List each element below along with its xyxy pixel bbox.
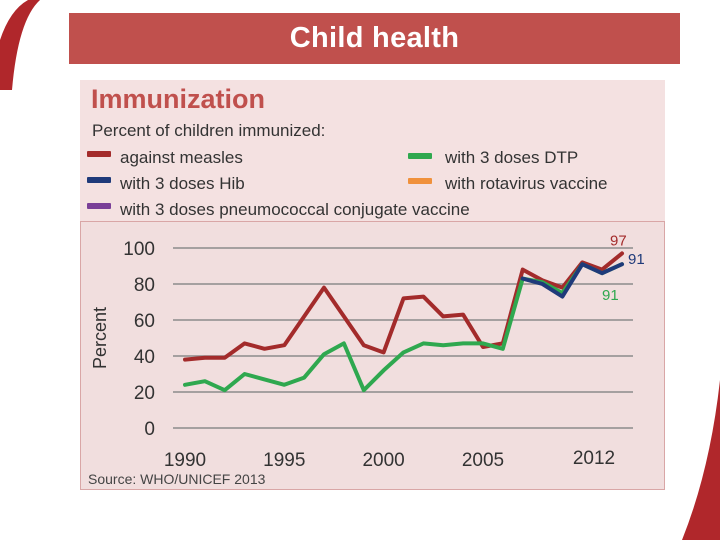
y-tick-label-20: 20 xyxy=(134,383,155,404)
legend-swatch-pcv xyxy=(87,203,111,209)
legend-label-rota: with rotavirus vaccine xyxy=(445,174,608,193)
end-label-dtp3: 91 xyxy=(602,287,619,304)
y-tick-label-60: 60 xyxy=(134,311,155,332)
x-tick-label-2000: 2000 xyxy=(362,450,404,471)
corner-decoration-top-left xyxy=(0,0,40,90)
legend-label-hib: with 3 doses Hib xyxy=(120,174,245,193)
series-line-dtp3 xyxy=(183,262,624,393)
source-note: Source: WHO/UNICEF 2013 xyxy=(88,471,266,487)
x-tick-label-2005: 2005 xyxy=(462,450,504,471)
legend-swatch-hib xyxy=(87,177,111,183)
y-tick-label-80: 80 xyxy=(134,275,155,296)
corner-decoration-bottom-right xyxy=(682,380,720,540)
legend-label-dtp: with 3 doses DTP xyxy=(445,148,579,167)
legend-swatch-measles xyxy=(87,151,111,157)
x-tick-label-1995: 1995 xyxy=(263,450,305,471)
slide-title: Child health xyxy=(289,22,460,54)
chart-title: Immunization xyxy=(91,84,265,114)
legend-swatch-dtp xyxy=(408,153,432,159)
title-banner: Child health xyxy=(69,13,680,64)
legend-swatch-rota xyxy=(408,178,432,184)
y-axis-title: Percent xyxy=(90,307,110,369)
chart-subtitle: Percent of children immunized: xyxy=(92,121,326,140)
legend-box xyxy=(80,80,665,222)
y-tick-label-40: 40 xyxy=(134,347,155,368)
x-tick-label-2012: 2012 xyxy=(573,448,615,469)
x-tick-label-1990: 1990 xyxy=(164,450,206,471)
y-tick-label-100: 100 xyxy=(123,239,155,260)
end-label-hib3: 91 xyxy=(628,251,645,268)
y-tick-label-0: 0 xyxy=(144,419,155,440)
series-line-measles xyxy=(183,251,624,362)
series-line-hib3 xyxy=(520,262,624,299)
legend-label-measles: against measles xyxy=(120,148,243,167)
legend-label-pcv: with 3 doses pneumococcal conjugate vacc… xyxy=(120,200,470,219)
end-label-measles: 97 xyxy=(610,232,627,249)
